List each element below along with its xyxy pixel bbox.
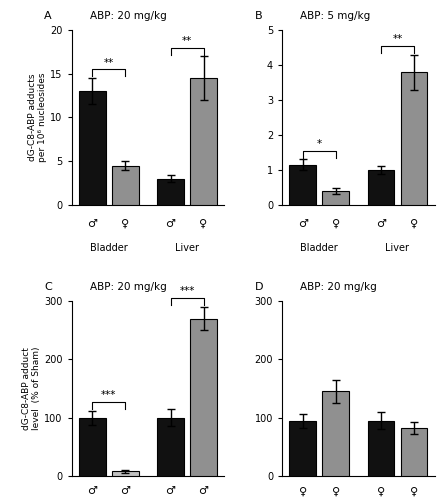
Bar — [79, 91, 106, 205]
Y-axis label: dG-C8-ABP adduct
level  (% of Sham): dG-C8-ABP adduct level (% of Sham) — [22, 347, 41, 430]
Bar — [322, 391, 349, 476]
Text: ♀: ♀ — [332, 219, 340, 229]
Text: ♀: ♀ — [121, 219, 129, 229]
Bar — [190, 319, 217, 476]
Text: D: D — [254, 283, 263, 293]
Bar — [401, 428, 427, 476]
Bar — [368, 420, 394, 476]
Bar — [289, 420, 316, 476]
Text: **: ** — [182, 36, 192, 46]
Text: ♀: ♀ — [332, 486, 340, 496]
Text: **: ** — [103, 58, 114, 68]
Text: ABP: 20 mg/kg: ABP: 20 mg/kg — [90, 12, 167, 22]
Bar — [289, 165, 316, 205]
Text: ABP: 20 mg/kg: ABP: 20 mg/kg — [301, 283, 377, 293]
Text: *: * — [317, 139, 322, 149]
Y-axis label: dG-C8-ABP adducts
per 10⁶ nucleosides: dG-C8-ABP adducts per 10⁶ nucleosides — [28, 73, 47, 162]
Text: ♀: ♀ — [410, 486, 418, 496]
Text: ABP: 20 mg/kg: ABP: 20 mg/kg — [90, 283, 167, 293]
Text: ♂: ♂ — [166, 219, 176, 229]
Text: A: A — [44, 12, 52, 22]
Text: Bladder: Bladder — [300, 243, 338, 254]
Text: ***: *** — [179, 287, 195, 297]
Bar — [322, 191, 349, 205]
Bar — [401, 72, 427, 205]
Bar — [157, 418, 184, 476]
Text: ♂: ♂ — [120, 486, 130, 496]
Text: **: ** — [392, 34, 403, 44]
Text: ♀: ♀ — [410, 219, 418, 229]
Text: ♀: ♀ — [377, 486, 385, 496]
Text: C: C — [44, 283, 52, 293]
Bar — [112, 471, 138, 476]
Bar — [368, 170, 394, 205]
Bar — [79, 418, 106, 476]
Text: ABP: 5 mg/kg: ABP: 5 mg/kg — [301, 12, 370, 22]
Text: ♂: ♂ — [198, 486, 209, 496]
Text: ♂: ♂ — [87, 486, 97, 496]
Text: B: B — [254, 12, 262, 22]
Text: ♂: ♂ — [297, 219, 308, 229]
Text: Bladder: Bladder — [90, 243, 128, 254]
Text: ♂: ♂ — [87, 219, 97, 229]
Text: ♂: ♂ — [166, 486, 176, 496]
Text: ***: *** — [101, 390, 116, 400]
Text: ♀: ♀ — [299, 486, 307, 496]
Text: Liver: Liver — [385, 243, 409, 254]
Bar — [190, 78, 217, 205]
Text: ♀: ♀ — [199, 219, 207, 229]
Bar — [157, 179, 184, 205]
Text: Liver: Liver — [175, 243, 199, 254]
Bar — [112, 165, 138, 205]
Text: ♂: ♂ — [376, 219, 386, 229]
